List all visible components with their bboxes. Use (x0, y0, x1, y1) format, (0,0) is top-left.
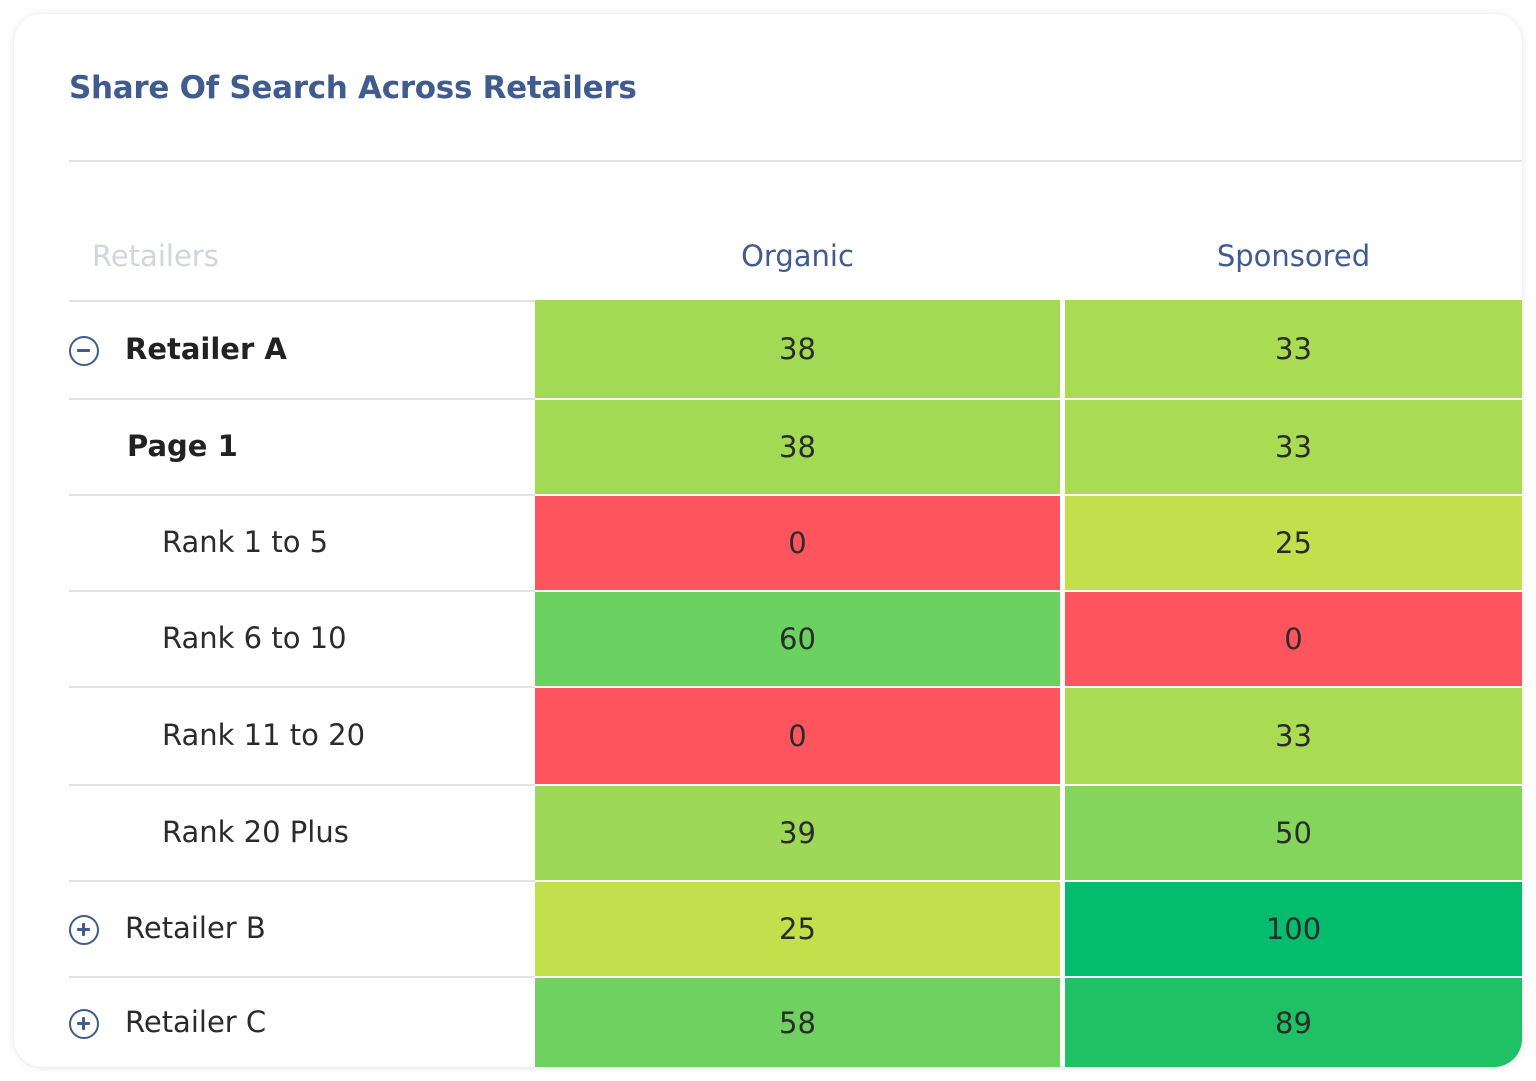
row-divider (69, 784, 535, 786)
row-label: Rank 11 to 20 (162, 718, 366, 752)
organic-value-cell: 39 (535, 786, 1060, 880)
row-divider (69, 686, 535, 688)
row-label: Rank 1 to 5 (162, 525, 329, 559)
share-of-search-card: Share Of Search Across Retailers Retaile… (14, 14, 1522, 1067)
row-label: Rank 6 to 10 (162, 621, 347, 655)
sponsored-value-cell: 100 (1065, 882, 1522, 976)
row-divider (69, 494, 535, 496)
row-label[interactable]: Retailer A (125, 332, 287, 366)
organic-value-cell: 38 (535, 300, 1060, 398)
sponsored-value-cell: 89 (1065, 978, 1522, 1067)
column-header-sponsored: Sponsored (1216, 239, 1371, 273)
table-row: Page 1 38 33 (69, 398, 1522, 494)
row-divider (69, 976, 535, 978)
collapse-icon[interactable] (69, 336, 99, 366)
row-divider (69, 590, 535, 592)
row-divider (69, 880, 535, 882)
row-divider (69, 398, 535, 400)
table-row: Rank 20 Plus 39 50 (69, 784, 1522, 880)
table-row: Retailer C 58 89 (69, 976, 1522, 1067)
row-label[interactable]: Retailer C (125, 1004, 267, 1039)
organic-value-cell: 60 (535, 592, 1060, 686)
expand-icon[interactable] (69, 915, 99, 945)
sponsored-value-cell: 50 (1065, 786, 1522, 880)
row-label[interactable]: Retailer B (125, 911, 266, 945)
expand-icon[interactable] (69, 1009, 99, 1039)
row-label: Rank 20 Plus (162, 815, 349, 849)
sponsored-value-cell: 33 (1065, 688, 1522, 784)
organic-value-cell: 0 (535, 496, 1060, 590)
sponsored-value-cell: 0 (1065, 592, 1522, 686)
organic-value-cell: 25 (535, 882, 1060, 976)
organic-value-cell: 0 (535, 688, 1060, 784)
column-header-retailers: Retailers (92, 239, 219, 273)
table-row: Rank 1 to 5 0 25 (69, 494, 1522, 590)
column-header-organic: Organic (741, 239, 854, 273)
table-row: Retailer B 25 100 (69, 880, 1522, 976)
row-label: Page 1 (127, 429, 238, 463)
organic-value-cell: 38 (535, 400, 1060, 494)
table-row: Retailer A 38 33 (69, 300, 1522, 398)
table-row: Rank 11 to 20 0 33 (69, 686, 1522, 784)
card-title: Share Of Search Across Retailers (69, 70, 637, 106)
title-divider (69, 160, 1522, 162)
organic-value-cell: 58 (535, 978, 1060, 1067)
table-row: Rank 6 to 10 60 0 (69, 590, 1522, 686)
sponsored-value-cell: 33 (1065, 400, 1522, 494)
row-divider (69, 300, 535, 302)
sponsored-value-cell: 25 (1065, 496, 1522, 590)
sponsored-value-cell: 33 (1065, 300, 1522, 398)
